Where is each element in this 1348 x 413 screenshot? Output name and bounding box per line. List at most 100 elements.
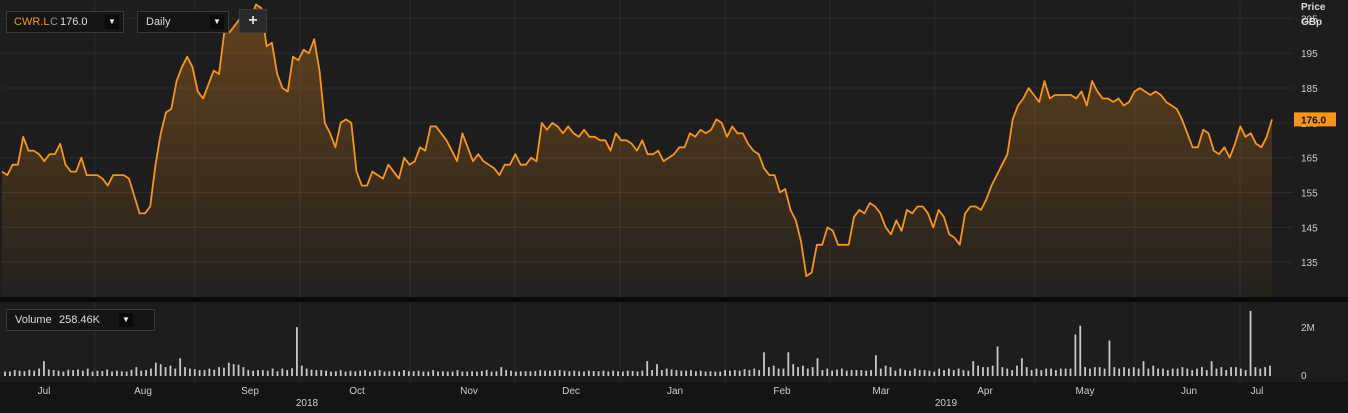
volume-bar	[651, 370, 653, 376]
x-tick-label: Jul	[1251, 386, 1264, 397]
volume-bar	[938, 368, 941, 376]
x-tick-label: Mar	[872, 386, 890, 397]
add-indicator-button[interactable]: +	[239, 9, 267, 33]
volume-bar	[320, 370, 323, 376]
chevron-down-icon[interactable]: ▼	[105, 15, 119, 29]
volume-bar	[967, 370, 970, 376]
x-tick-label: Oct	[349, 386, 365, 397]
x-tick-label: 2018	[296, 398, 319, 409]
volume-bar	[714, 371, 717, 376]
volume-bar	[485, 370, 488, 376]
symbol-selector[interactable]: CWR.L C 176.0 ▼	[6, 11, 124, 33]
volume-value: 258.46K	[59, 314, 100, 326]
x-tick-label: 2019	[935, 398, 958, 409]
volume-bar	[578, 371, 581, 376]
volume-bar	[188, 368, 191, 376]
y-tick-label: 135	[1301, 258, 1318, 269]
volume-bar	[607, 371, 610, 376]
volume-bar	[77, 369, 79, 376]
volume-bar	[549, 370, 551, 376]
volume-bar	[135, 367, 138, 376]
volume-bar	[325, 370, 328, 376]
volume-bar	[476, 371, 478, 376]
volume-bar	[510, 370, 512, 376]
volume-bar	[1059, 368, 1062, 376]
volume-bar	[587, 370, 590, 376]
volume-bar	[1045, 368, 1048, 376]
volume-bar	[213, 369, 216, 376]
volume-bar	[398, 371, 400, 376]
chevron-down-icon[interactable]: ▼	[210, 15, 224, 29]
volume-bar	[67, 369, 70, 376]
volume-bar	[52, 370, 55, 376]
x-tick-label: Jan	[667, 386, 683, 397]
volume-bar	[1210, 361, 1213, 376]
volume-bar	[845, 370, 848, 376]
volume-bar	[1016, 365, 1018, 376]
volume-bar	[982, 367, 984, 376]
x-tick-label: Sep	[241, 386, 259, 397]
volume-bar	[758, 370, 761, 376]
volume-tick-label: 2M	[1301, 323, 1315, 334]
volume-bar	[334, 371, 337, 376]
volume-bar	[1220, 367, 1223, 376]
volume-bar	[1269, 365, 1271, 376]
volume-bar	[534, 370, 537, 376]
volume-bar	[1128, 368, 1130, 376]
volume-bar	[670, 369, 673, 376]
volume-bar	[1006, 368, 1009, 376]
x-tick-label: Nov	[460, 386, 478, 397]
volume-bar	[646, 361, 649, 376]
volume-bar	[996, 346, 999, 376]
volume-bar	[1030, 370, 1033, 376]
x-tick-label: Jun	[1181, 386, 1197, 397]
volume-bar	[106, 369, 109, 376]
volume-bar	[1040, 370, 1043, 376]
volume-bar	[310, 369, 313, 376]
chevron-down-icon[interactable]: ▼	[119, 313, 133, 327]
volume-bar	[33, 370, 36, 376]
volume-bar	[373, 370, 376, 376]
volume-bar	[563, 370, 566, 376]
volume-bar	[743, 369, 746, 376]
volume-bar	[490, 371, 493, 376]
volume-bar	[237, 364, 240, 376]
volume-bar	[261, 370, 264, 376]
volume-bar	[957, 368, 960, 376]
volume-bar	[972, 361, 975, 376]
volume-bar	[544, 370, 546, 376]
volume-bar	[412, 371, 415, 376]
volume-bar	[86, 368, 89, 376]
volume-bar	[943, 370, 945, 376]
volume-bar	[1064, 368, 1067, 376]
volume-bar	[1001, 367, 1004, 376]
volume-bar	[777, 368, 780, 376]
volume-bar	[1113, 367, 1116, 376]
volume-bar	[840, 368, 843, 376]
volume-bar	[1035, 368, 1038, 376]
interval-selector[interactable]: Daily ▼	[137, 11, 229, 33]
volume-bar	[1108, 340, 1111, 376]
volume-bar	[47, 369, 50, 376]
volume-selector[interactable]: Volume 258.46K ▼	[6, 309, 155, 331]
volume-bar	[184, 367, 186, 376]
volume-bar	[500, 367, 503, 376]
volume-bar	[441, 371, 444, 376]
volume-bar	[28, 369, 31, 376]
volume-bar	[709, 371, 712, 376]
volume-bar	[344, 371, 347, 376]
volume-bar	[480, 370, 483, 376]
volume-bar	[748, 370, 751, 376]
volume-bar	[1011, 370, 1014, 376]
volume-bar	[383, 371, 386, 376]
volume-bar	[641, 370, 644, 376]
volume-bar	[1055, 370, 1057, 376]
volume-bar	[174, 368, 177, 376]
x-tick-label: Apr	[977, 386, 993, 397]
volume-bar	[806, 368, 809, 376]
volume-bar	[694, 371, 697, 376]
volume-bar	[461, 371, 464, 376]
volume-bar	[928, 370, 931, 376]
volume-bar	[913, 368, 916, 376]
